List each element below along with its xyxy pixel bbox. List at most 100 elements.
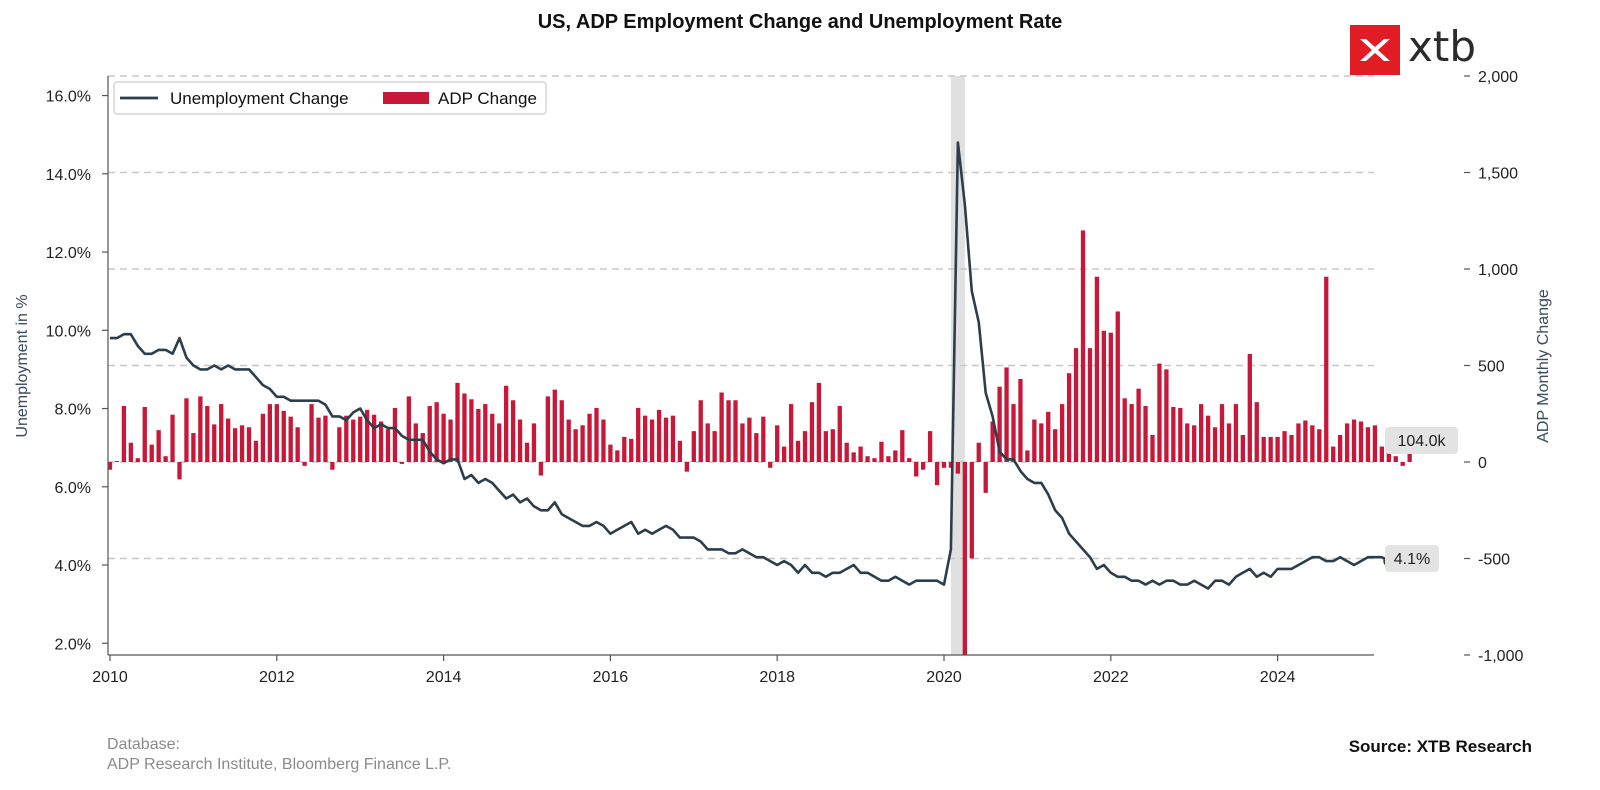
adp-bar [344, 415, 349, 462]
adp-bar [274, 404, 279, 462]
adp-bar [1143, 406, 1148, 462]
adp-bar [232, 428, 238, 462]
adp-bar [1059, 404, 1065, 462]
adp-bar [969, 462, 974, 559]
adp-bar [1080, 230, 1086, 462]
adp-bar [823, 431, 829, 462]
adp-bar [1400, 462, 1405, 466]
adp-bar [948, 462, 954, 468]
adp-bar [413, 423, 418, 462]
adp-bar [1240, 434, 1246, 462]
adp-bar [448, 419, 453, 462]
right-tick-label: 0 [1478, 455, 1487, 472]
adp-bar [385, 429, 391, 462]
adp-bar [121, 406, 127, 462]
x-tick-label: 2012 [259, 669, 295, 686]
adp-bar [239, 425, 245, 462]
adp-bar [1282, 431, 1287, 462]
adp-bar [1004, 367, 1009, 462]
adp-bar [323, 415, 328, 462]
adp-bar [893, 450, 898, 462]
adp-bar [163, 456, 168, 462]
adp-bar [601, 419, 606, 462]
adp-bar [615, 450, 620, 462]
adp-bar [1310, 425, 1315, 462]
adp-bar [712, 431, 717, 462]
adp-bar [1198, 404, 1204, 462]
adp-bar [907, 458, 912, 462]
adp-bar [1351, 419, 1357, 462]
adp-bar [1254, 402, 1259, 462]
adp-bar [775, 425, 780, 462]
adp-bar [1164, 369, 1169, 462]
adp-bar [587, 413, 592, 462]
adp-bar [1233, 404, 1239, 462]
adp-bar [934, 462, 940, 486]
adp-bar [559, 400, 564, 462]
adp-bar [976, 442, 981, 462]
adp-bar [795, 440, 801, 462]
left-tick-label: 2.0% [55, 636, 91, 653]
adp-bar [531, 423, 537, 462]
adp-bar [538, 462, 544, 476]
left-tick-label: 16.0% [46, 89, 91, 106]
adp-bar [406, 396, 412, 462]
adp-bar [1094, 276, 1100, 462]
legend-label-unemployment: Unemployment Change [170, 89, 349, 108]
adp-bar [914, 462, 919, 477]
adp-bar [260, 413, 266, 462]
adp-bar [886, 456, 891, 462]
x-tick-label: 2010 [92, 669, 128, 686]
adp-bar [927, 431, 933, 462]
adp-bar [170, 414, 175, 462]
adp-bar [149, 444, 154, 462]
adp-bar [1212, 427, 1218, 462]
adp-bar [142, 406, 147, 462]
adp-bar [691, 431, 696, 462]
adp-bar [316, 417, 321, 462]
adp-bar [1358, 421, 1364, 462]
right-tick-label: 1,000 [1478, 262, 1518, 279]
adp-bar [677, 440, 683, 462]
adp-bar [1275, 436, 1280, 462]
adp-bar [510, 400, 516, 462]
adp-bar [872, 458, 877, 462]
adp-bar [1386, 450, 1391, 462]
adp-bar [184, 398, 189, 462]
unemployment-line [110, 141, 1390, 590]
adp-bar [920, 462, 926, 470]
adp-bar [135, 458, 140, 462]
adp-bar [663, 417, 669, 462]
adp-bar [719, 392, 724, 462]
right-tick-label: -1,000 [1478, 648, 1523, 665]
right-tick-label: 2,000 [1478, 69, 1518, 86]
adp-bar [1344, 423, 1350, 462]
adp-bar [747, 417, 752, 462]
x-tick-label: 2016 [593, 669, 629, 686]
adp-bar [503, 385, 509, 462]
adp-bar [580, 425, 585, 462]
adp-bar [802, 431, 808, 462]
shaded-period [950, 76, 965, 655]
adp-end-label: 104.0k [1397, 433, 1446, 450]
adp-bar [1150, 434, 1155, 462]
adp-bar [642, 415, 648, 462]
adp-bar [788, 404, 794, 462]
adp-bar [1185, 423, 1190, 462]
adp-bar [997, 386, 1002, 462]
adp-bar [733, 400, 738, 462]
left-tick-label: 14.0% [46, 167, 91, 184]
adp-bar [844, 442, 849, 462]
adp-bar [809, 402, 815, 462]
adp-bar [371, 414, 377, 462]
adp-bar [219, 404, 224, 462]
adp-bar [1129, 404, 1134, 462]
adp-bar [879, 441, 884, 462]
legend-bar-swatch [383, 92, 429, 104]
adp-bar [649, 419, 655, 462]
adp-bar [1157, 363, 1162, 462]
adp-bar [656, 409, 662, 462]
adp-bar [517, 419, 523, 462]
adp-bar [1192, 425, 1197, 462]
adp-bar [1324, 276, 1329, 462]
